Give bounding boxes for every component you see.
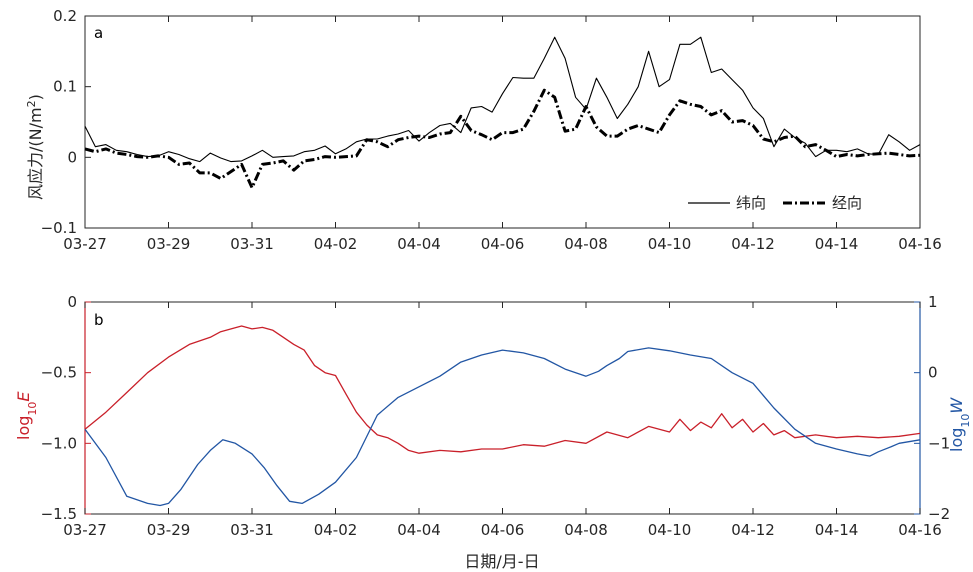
y-tick-label-right: −2 (928, 505, 950, 523)
panel-a-y-ticks: 0.2 0.1 0 −0.1 (41, 7, 91, 237)
panel-b-left-y-ticks: 0 −0.5 −1.0 −1.5 (41, 293, 91, 523)
x-tick-label: 04-10 (648, 521, 692, 539)
x-tick-label: 03-27 (63, 521, 107, 539)
x-tick-label: 03-31 (230, 521, 274, 539)
panel-b-right-y-axis-label: log10W (947, 397, 972, 452)
x-tick-label: 03-29 (147, 235, 191, 253)
x-tick-label: 04-06 (481, 235, 525, 253)
y-tick-label: −0.1 (41, 219, 77, 237)
panel-a-y-axis-label: 风应力/(N/m2) (25, 94, 46, 200)
x-tick-label: 04-14 (815, 235, 859, 253)
series-line-zonal (84, 36, 921, 163)
x-tick-label: 04-14 (815, 521, 859, 539)
panel-b-right-y-ticks: 1 0 −1 −2 (914, 293, 950, 523)
panel-a-label: a (94, 24, 103, 42)
x-tick-label: 04-04 (397, 521, 441, 539)
x-tick-label: 04-12 (731, 521, 775, 539)
panel-a-x-ticks: 03-27 03-29 03-31 04-02 04-04 04-06 04-08 04-10… (63, 16, 942, 253)
x-tick-label: 04-12 (731, 235, 775, 253)
y-tick-label: 0.2 (53, 7, 77, 25)
x-tick-label: 04-08 (564, 521, 608, 539)
panel-a: 0.2 0.1 0 −0.1 03-27 03-29 03-31 04-02 04-04 04-… (25, 7, 942, 253)
y-tick-label: −1.0 (41, 434, 77, 452)
series-line-log10E (84, 325, 921, 454)
panel-a-series (84, 36, 921, 190)
y-tick-label-right: 1 (928, 293, 938, 311)
x-tick-label: 03-27 (63, 235, 107, 253)
x-tick-label: 04-06 (481, 521, 525, 539)
x-tick-label: 04-02 (314, 521, 358, 539)
legend: 纬向 经向 (688, 194, 862, 212)
panel-b-label: b (94, 311, 104, 329)
y-tick-label-right: 0 (928, 364, 938, 382)
x-tick-label: 04-10 (648, 235, 692, 253)
y-tick-label: 0 (67, 148, 77, 166)
panel-a-frame (84, 15, 921, 229)
legend-label-meridional: 经向 (832, 194, 862, 212)
x-tick-label: 04-02 (314, 235, 358, 253)
panel-b-x-axis-label: 日期/月-日 (464, 552, 539, 571)
y-tick-label-right: −1 (928, 434, 950, 452)
y-tick-label: −0.5 (41, 364, 77, 382)
x-tick-label: 04-08 (564, 235, 608, 253)
panel-b-series (84, 325, 921, 507)
x-tick-label: 04-16 (898, 521, 942, 539)
y-tick-label: 0 (67, 293, 77, 311)
y-tick-label: 0.1 (53, 78, 77, 96)
panel-b-left-y-axis-label: log10E (14, 391, 39, 440)
x-tick-label: 04-16 (898, 235, 942, 253)
panel-b: 0 −0.5 −1.0 −1.5 1 0 −1 −2 03-27 03-29 03-31 04-0… (14, 293, 972, 571)
panel-b-frame (84, 301, 921, 515)
series-line-log10W (84, 347, 921, 507)
series-line-meridional (84, 88, 921, 190)
x-tick-label: 03-31 (230, 235, 274, 253)
x-tick-label: 03-29 (147, 521, 191, 539)
y-tick-label: −1.5 (41, 505, 77, 523)
panel-b-x-ticks: 03-27 03-29 03-31 04-02 04-04 04-06 04-08 04-10… (63, 302, 942, 539)
legend-label-zonal: 纬向 (736, 194, 766, 212)
x-tick-label: 04-04 (397, 235, 441, 253)
